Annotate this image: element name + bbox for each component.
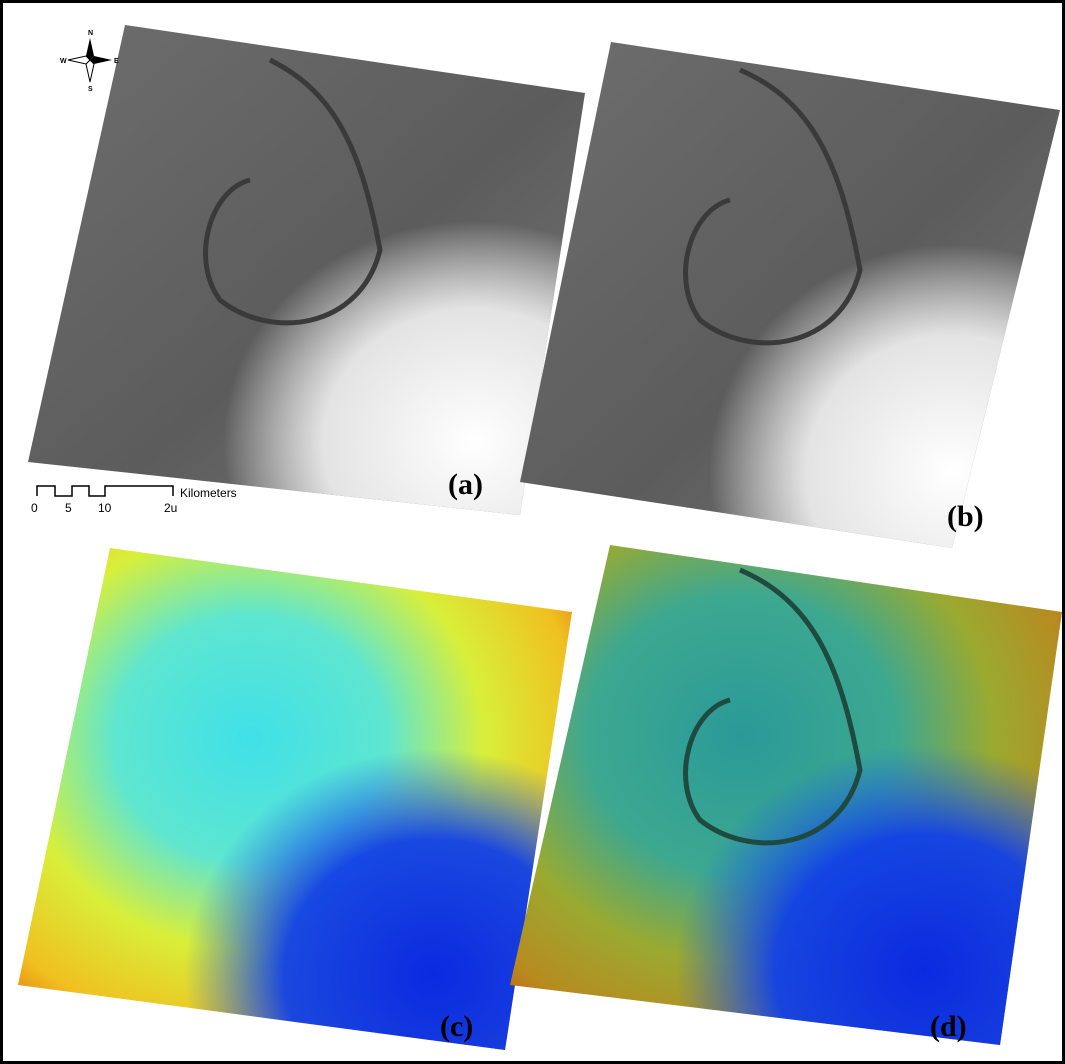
- compass-s: S: [88, 86, 93, 93]
- figure: (a) (b) (c) (d) N W E S 0 5 10 2u Kilome: [0, 0, 1065, 1064]
- panel-label: (b): [947, 500, 984, 533]
- cloud-area: [28, 25, 585, 515]
- panel-label: (d): [930, 1010, 967, 1043]
- scale-unit: Kilometers: [180, 486, 237, 500]
- compass-w: W: [60, 58, 67, 65]
- scale-tick-label: 2u: [164, 501, 177, 515]
- page: {"compass": {"north": "N", "west": "W", …: [0, 0, 1065, 1064]
- compass-e: E: [114, 58, 119, 65]
- scale-tick-label: 5: [65, 501, 72, 515]
- panel-label: (c): [440, 1010, 473, 1043]
- scale-tick-label: 10: [98, 501, 112, 515]
- cloud-area: [18, 548, 572, 1050]
- panel-a: (a): [28, 25, 585, 515]
- scale-tick-label: 0: [31, 501, 38, 515]
- compass-n: N: [88, 30, 93, 37]
- panel-c: (c): [18, 548, 572, 1050]
- panel-label: (a): [448, 468, 483, 501]
